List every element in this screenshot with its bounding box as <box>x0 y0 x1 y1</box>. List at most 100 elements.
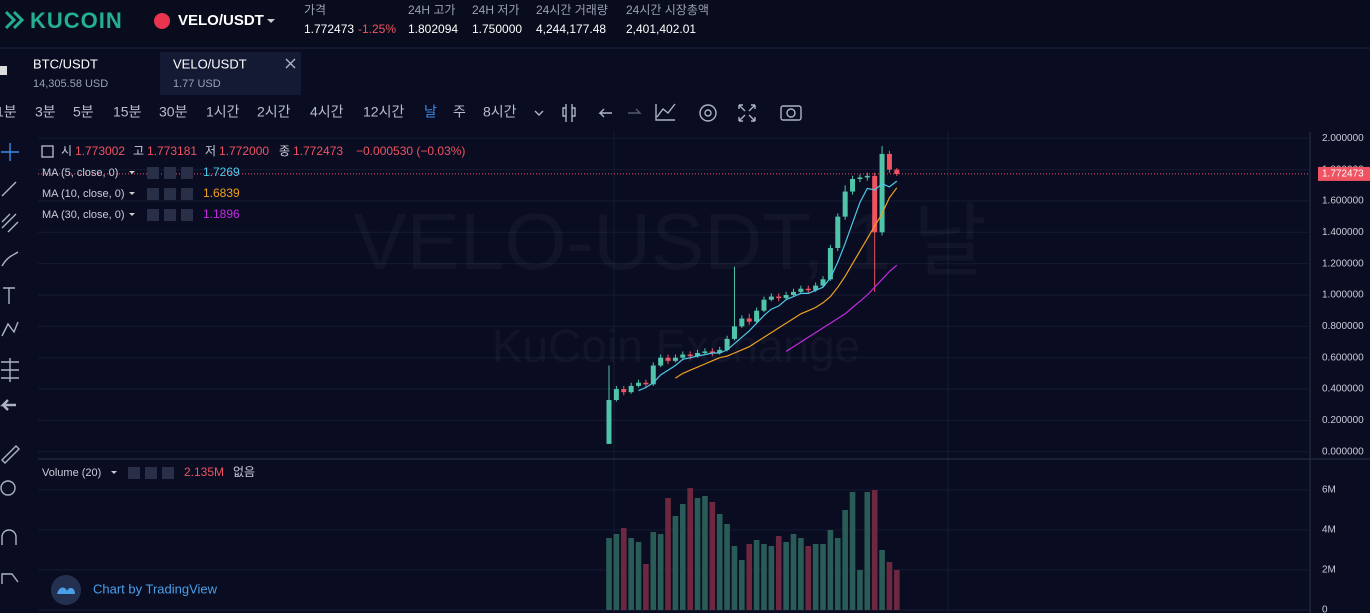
lock[interactable] <box>1 573 19 584</box>
measure[interactable] <box>1 445 20 464</box>
volume-bar <box>783 542 789 610</box>
candle-body <box>709 351 715 353</box>
ohlc-label: 고 <box>133 144 144 158</box>
interval[interactable]: 주 <box>453 104 466 120</box>
indicators[interactable] <box>655 103 676 121</box>
redo[interactable] <box>628 108 642 114</box>
snapshot[interactable] <box>780 105 802 121</box>
legend-btn[interactable] <box>147 188 159 200</box>
interval[interactable]: 1시간 <box>206 104 240 120</box>
last-price-box <box>1318 166 1370 181</box>
tab-icon <box>0 66 7 75</box>
legend-btn[interactable] <box>164 209 176 221</box>
legend-btn[interactable] <box>147 209 159 221</box>
dropdown[interactable] <box>129 171 135 174</box>
candle-body <box>776 296 782 299</box>
active-tab[interactable] <box>160 52 301 95</box>
interval[interactable]: 1분 <box>0 104 17 120</box>
back[interactable] <box>0 399 16 411</box>
candle-body <box>798 288 804 292</box>
close-tab[interactable] <box>285 58 296 69</box>
chart-type[interactable] <box>562 104 576 122</box>
interval[interactable]: 날 <box>424 104 437 120</box>
tab-pair[interactable]: VELO/USDT <box>173 56 247 71</box>
candle-body <box>805 288 811 291</box>
drawing-tools <box>0 143 20 584</box>
y-tick-label: 1.400000 <box>1322 227 1364 238</box>
pitchfork[interactable] <box>1 213 19 233</box>
tv-cloud <box>57 587 75 594</box>
zoom[interactable] <box>0 480 16 496</box>
settings[interactable] <box>699 104 717 122</box>
volume-bar <box>812 544 819 610</box>
interval[interactable]: 3분 <box>35 104 56 120</box>
prediction[interactable] <box>1 358 19 382</box>
crosshair[interactable] <box>1 143 19 161</box>
volume-bar <box>687 488 693 610</box>
ohlc-label: 저 <box>205 144 216 158</box>
ohlc-label: 종 <box>279 144 290 158</box>
brush[interactable] <box>1 251 19 267</box>
legend-btn[interactable] <box>162 467 174 479</box>
volume-bar <box>775 536 782 610</box>
candle-body <box>687 354 693 357</box>
candle-body <box>636 382 642 386</box>
interval[interactable]: 2시간 <box>257 104 291 120</box>
volume-extra: 없음 <box>233 465 255 479</box>
legend-btn[interactable] <box>181 209 193 221</box>
text-tool[interactable] <box>3 287 15 304</box>
collapse[interactable] <box>41 145 54 158</box>
volume-bar <box>657 534 664 610</box>
legend-btn[interactable] <box>181 167 193 179</box>
interval[interactable]: 30분 <box>159 104 188 120</box>
candle-body <box>621 389 627 393</box>
candle-body <box>850 179 856 192</box>
volume-label: Volume (20) <box>42 467 101 479</box>
tab-price: 1.77 USD <box>173 78 221 90</box>
tab-pair[interactable]: BTC/USDT <box>33 56 98 71</box>
pair[interactable]: VELO/USDT <box>178 12 264 29</box>
dropdown[interactable] <box>129 213 135 216</box>
volume-bar <box>849 492 856 610</box>
volume-bar <box>628 538 634 610</box>
legend-change: −0.000530 (−0.03%) <box>356 144 465 158</box>
candle-body <box>613 389 619 401</box>
undo[interactable] <box>598 108 612 118</box>
stat-label: 24H 고가 <box>408 3 455 17</box>
legend-btn[interactable] <box>164 188 176 200</box>
volume-bar <box>620 528 627 610</box>
dropdown[interactable] <box>267 19 275 23</box>
magnet[interactable] <box>1 529 17 545</box>
interval[interactable]: 8시간 <box>483 104 517 120</box>
legend-btn[interactable] <box>181 188 193 200</box>
logo[interactable]: KUCOIN <box>30 8 123 33</box>
volume-bar <box>665 498 671 610</box>
pattern[interactable] <box>1 321 19 337</box>
volume-bar <box>798 538 804 610</box>
legend-btn[interactable] <box>128 467 140 479</box>
volume-bar <box>724 524 730 610</box>
legend-btn[interactable] <box>145 467 157 479</box>
fullscreen[interactable] <box>738 104 756 122</box>
dropdown[interactable] <box>111 471 117 474</box>
volume-bar <box>886 562 893 610</box>
candle-body <box>754 310 760 322</box>
interval[interactable]: 15분 <box>113 104 142 120</box>
interval[interactable]: 4시간 <box>310 104 344 120</box>
ma-line <box>785 264 898 352</box>
interval[interactable]: 12시간 <box>363 104 404 120</box>
credit[interactable]: Chart by TradingView <box>93 581 218 596</box>
ma-value: 1.1896 <box>203 207 240 221</box>
stat-label: 24H 저가 <box>472 3 519 17</box>
ohlc-label: 시 <box>61 144 72 158</box>
more[interactable] <box>534 110 544 116</box>
candle-body <box>724 338 730 350</box>
legend-btn[interactable] <box>164 167 176 179</box>
volume-bar <box>613 534 620 610</box>
interval[interactable]: 5분 <box>73 104 94 120</box>
volume-bar <box>702 496 708 610</box>
trend-line[interactable] <box>1 181 17 197</box>
candle-body <box>827 247 833 280</box>
legend-btn[interactable] <box>147 167 159 179</box>
dropdown[interactable] <box>129 192 135 195</box>
